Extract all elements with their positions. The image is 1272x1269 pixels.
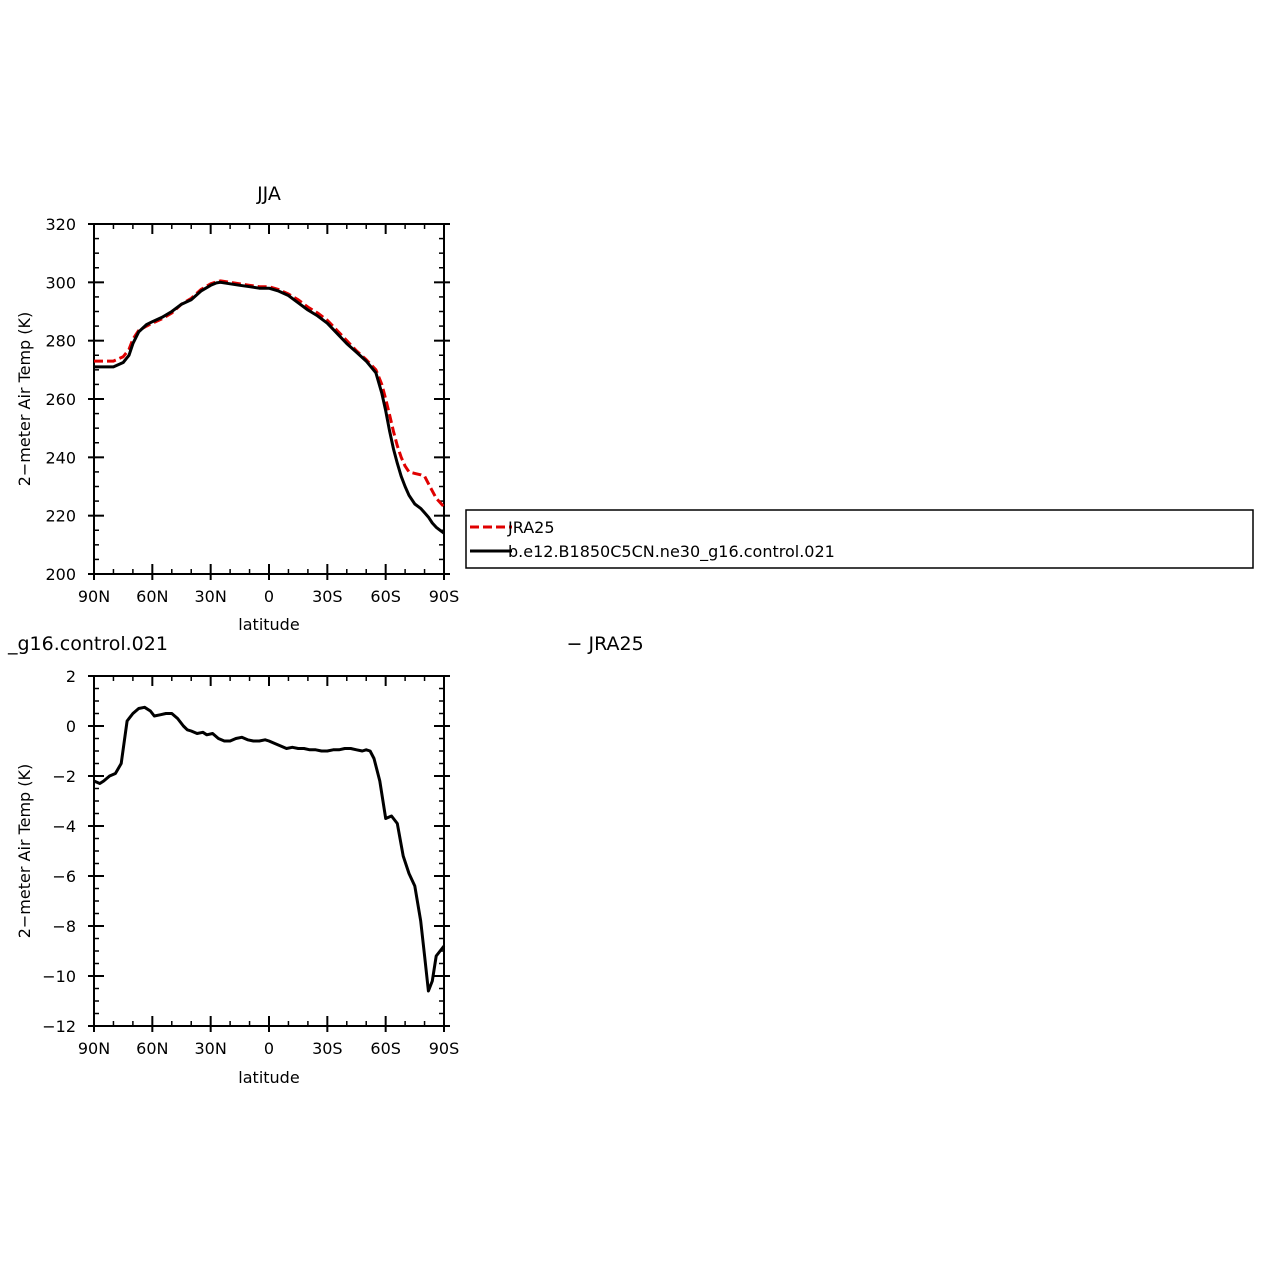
y-tick-label: 320 (45, 215, 76, 234)
plot-panel-1: JJA 90N 60N 30N 0 30S 60S 90S 200 220 240 260 280 300… (15, 183, 1254, 634)
x-tick-label: 60S (370, 1039, 401, 1058)
plot-panel-2: _g16.control.021 − JRA25 90N 60N 30N 0 30S 60S… (7, 633, 644, 1087)
y-tick-label: 240 (45, 448, 76, 467)
legend-label-1: JRA25 (507, 518, 555, 537)
y-tick-label: −2 (52, 767, 76, 786)
x-tick-label: 30N (195, 587, 227, 606)
x-axis-title: latitude (238, 1068, 299, 1087)
y-axis-title: 2−meter Air Temp (K) (15, 312, 34, 487)
series-line-2 (94, 280, 445, 535)
x-axis-title: latitude (238, 615, 299, 634)
y-tick-label: 2 (66, 667, 76, 686)
x-tick-label: 90S (429, 1039, 460, 1058)
x-tick-label: 30N (195, 1039, 227, 1058)
y-tick-label: −12 (42, 1017, 76, 1036)
x-tick-label: 90N (78, 587, 110, 606)
legend-label-2: b.e12.B1850C5CN.ne30_g16.control.021 (508, 542, 835, 562)
x-tick-label: 0 (264, 1039, 274, 1058)
legend-box (465, 509, 1254, 569)
x-tick-label: 60N (136, 587, 168, 606)
y-tick-label: −6 (52, 867, 76, 886)
y-tick-label: 300 (45, 273, 76, 292)
legend: JRA25 b.e12.B1850C5CN.ne30_g16.control.02… (465, 509, 1254, 569)
y-tick-label: 0 (66, 717, 76, 736)
y-tick-label: 220 (45, 507, 76, 526)
x-tick-label: 90S (429, 587, 460, 606)
x-tick-label: 60S (370, 587, 401, 606)
plot-frame (93, 675, 445, 1027)
series-line-1 (93, 705, 446, 993)
x-tick-label: 90N (78, 1039, 110, 1058)
y-tick-label: −10 (42, 967, 76, 986)
y-tick-label: 280 (45, 332, 76, 351)
x-tick-label: 30S (312, 1039, 343, 1058)
y-tick-label: −8 (52, 917, 76, 936)
x-tick-label: 0 (264, 587, 274, 606)
plot-frame (93, 223, 445, 575)
plot-title: _g16.control.021 − JRA25 (7, 633, 644, 655)
y-tick-label: 260 (45, 390, 76, 409)
y-axis-title: 2−meter Air Temp (K) (15, 764, 34, 939)
x-tick-label: 60N (136, 1039, 168, 1058)
plot-title: JJA (256, 183, 281, 205)
y-tick-label: 200 (45, 565, 76, 584)
y-tick-label: −4 (52, 817, 76, 836)
series-line-1 (94, 279, 446, 508)
x-tick-label: 30S (312, 587, 343, 606)
